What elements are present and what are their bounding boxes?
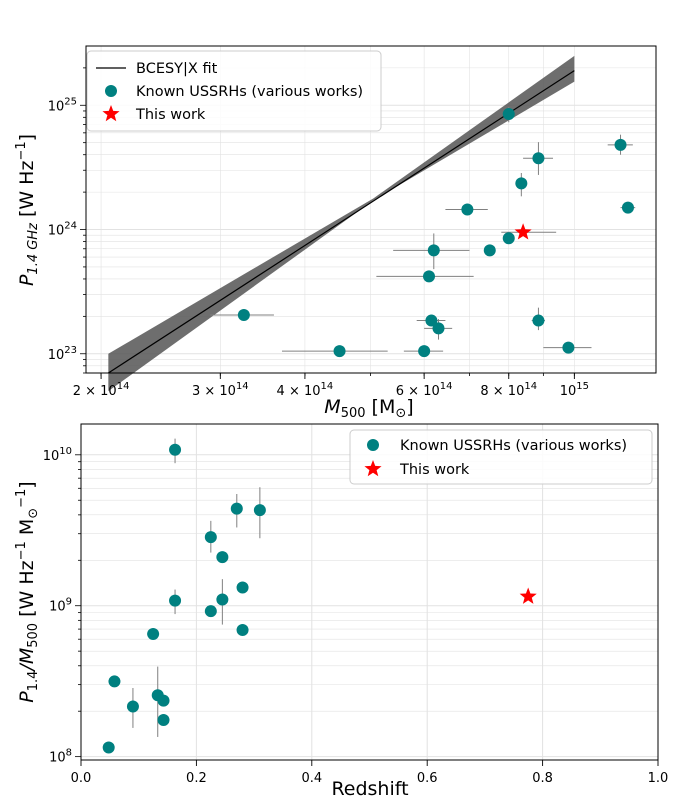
- known-ussrh-point: [204, 605, 217, 618]
- legend-known-label: Known USSRHs (various works): [136, 84, 363, 100]
- known-ussrh-point: [333, 345, 346, 358]
- y-tick-label: 1025: [48, 96, 77, 114]
- x-tick-label: 8 × 1014: [480, 381, 537, 399]
- x-tick-label: 0.6: [417, 771, 438, 786]
- x-tick-label: 0.0: [71, 771, 92, 786]
- top-plot-frame: [85, 45, 657, 374]
- known-ussrh-point: [236, 624, 249, 637]
- known-ussrh-point: [126, 700, 139, 713]
- bottom-panel: 0.0 0.2 0.4 0.6 0.8 1.0 108 109 1010 Known USSRH…: [14, 423, 669, 800]
- x-tick-label: 3 × 1014: [192, 381, 249, 399]
- this-work-star: [519, 587, 537, 604]
- legend-this-work-star: [102, 105, 120, 122]
- known-ussrh-point: [230, 502, 243, 515]
- bottom-x-axis-label: Redshift: [331, 778, 408, 800]
- legend-this-work-star-bottom: [364, 460, 382, 477]
- legend-known-marker-bottom: [367, 439, 379, 451]
- known-ussrh-point: [502, 108, 515, 121]
- x-tick-label: 0.2: [186, 771, 207, 786]
- known-ussrh-point: [427, 244, 440, 257]
- known-ussrh-point: [461, 203, 474, 216]
- known-ussrh-point: [502, 232, 515, 245]
- y-tick-label: 1023: [48, 345, 77, 363]
- top-legend: BCESY|X fit Known USSRHs (various works)…: [86, 50, 382, 132]
- bottom-axis-ticks: 0.0 0.2 0.4 0.6 0.8 1.0 108 109 1010: [43, 446, 669, 786]
- bottom-data-points: [102, 443, 537, 754]
- known-ussrh-point: [621, 201, 634, 214]
- legend-known-label-bottom: Known USSRHs (various works): [400, 438, 627, 454]
- legend-this-work-label-bottom: This work: [399, 462, 470, 478]
- x-tick-label: 4 × 1014: [277, 381, 334, 399]
- legend-fit-label: BCESY|X fit: [136, 61, 218, 77]
- known-ussrh-point: [483, 244, 496, 257]
- y-tick-label: 1010: [43, 446, 72, 464]
- known-ussrh-point: [532, 314, 545, 327]
- known-ussrh-point: [169, 443, 182, 456]
- known-ussrh-point: [432, 322, 445, 335]
- x-tick-label: 1015: [560, 381, 589, 399]
- known-ussrh-point: [147, 627, 160, 640]
- known-ussrh-point: [418, 345, 431, 358]
- y-tick-label: 108: [49, 748, 72, 766]
- known-ussrh-point: [423, 270, 436, 283]
- known-ussrh-point: [102, 741, 115, 754]
- fit-band-and-line: [108, 55, 575, 392]
- x-tick-label: 1.0: [648, 771, 669, 786]
- known-ussrh-point: [532, 152, 545, 165]
- legend-this-work-label: This work: [135, 107, 206, 123]
- top-panel: 2 × 1014 3 × 1014 4 × 1014 6 × 1014 8 × 1014…: [14, 45, 657, 421]
- known-ussrh-point: [216, 593, 229, 606]
- known-ussrh-point: [204, 531, 217, 544]
- y-tick-label: 1024: [48, 221, 77, 239]
- known-ussrh-point: [237, 309, 250, 322]
- bottom-legend-box: [349, 429, 653, 485]
- known-ussrh-point: [515, 177, 528, 190]
- top-x-axis-label: M500 [M⊙]: [324, 396, 413, 421]
- known-ussrh-point: [157, 694, 170, 707]
- fit-line: [108, 70, 575, 374]
- top-axis-ticks: 2 × 1014 3 × 1014 4 × 1014 6 × 1014 8 × 1014…: [48, 67, 589, 399]
- known-ussrh-point: [425, 314, 438, 327]
- bottom-y-axis-label: P1.4/M500 [W Hz−1 M⊙−1]: [14, 481, 41, 702]
- known-ussrh-point: [108, 675, 121, 688]
- x-tick-label: 2 × 1014: [73, 381, 130, 399]
- fit-confidence-band: [108, 55, 575, 392]
- known-ussrh-point: [169, 594, 182, 607]
- bottom-legend: Known USSRHs (various works) This work: [349, 429, 653, 485]
- y-tick-label: 109: [49, 597, 72, 615]
- known-ussrh-point: [614, 138, 627, 151]
- known-ussrh-point: [157, 713, 170, 726]
- top-legend-box: [86, 50, 382, 132]
- this-work-star: [514, 223, 532, 240]
- known-ussrh-point: [236, 581, 249, 594]
- known-ussrh-point: [253, 504, 266, 517]
- known-ussrh-point: [216, 551, 229, 564]
- x-tick-label: 0.8: [532, 771, 553, 786]
- top-y-axis-label: P1.4 GHz [W Hz−1]: [14, 134, 41, 286]
- bottom-plot-frame: [80, 423, 659, 761]
- top-data-points: [237, 108, 634, 358]
- legend-known-marker: [105, 85, 117, 97]
- known-ussrh-point: [562, 341, 575, 354]
- x-tick-label: 6 × 1014: [396, 381, 453, 399]
- x-tick-label: 0.4: [301, 771, 322, 786]
